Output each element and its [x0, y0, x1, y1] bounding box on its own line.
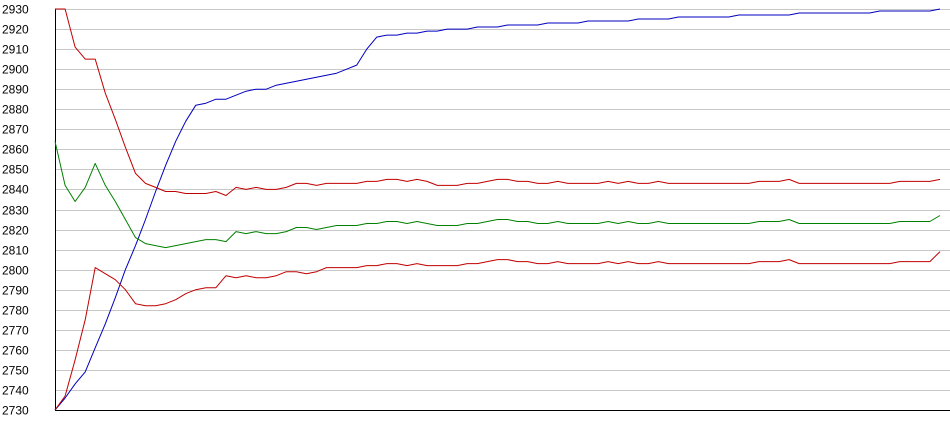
y-tick-label: 2830	[2, 204, 29, 218]
y-tick-label: 2820	[2, 224, 29, 238]
y-tick-label: 2810	[2, 244, 29, 258]
y-tick-label: 2800	[2, 264, 29, 278]
y-tick-label: 2920	[2, 23, 29, 37]
y-tick-label: 2860	[2, 143, 29, 157]
series-line-4	[54, 251, 941, 411]
series-line-3	[54, 141, 941, 249]
axes	[55, 9, 950, 411]
y-tick-label: 2760	[2, 344, 29, 358]
y-tick-label: 2890	[2, 83, 29, 97]
series-line-2	[55, 8, 941, 196]
y-tick-label: 2900	[2, 63, 29, 77]
y-tick-label: 2740	[2, 384, 29, 398]
y-tick-label: 2930	[2, 3, 29, 17]
y-tick-label: 2910	[2, 43, 29, 57]
y-tick-label: 2780	[2, 304, 29, 318]
series-lines	[54, 8, 941, 411]
y-tick-label: 2880	[2, 103, 29, 117]
y-tick-label: 2770	[2, 324, 29, 338]
y-tick-label: 2790	[2, 284, 29, 298]
y-tick-label: 2850	[2, 163, 29, 177]
series-line-1	[54, 8, 941, 411]
y-tick-label: 2840	[2, 183, 29, 197]
y-tick-label: 2750	[2, 364, 29, 378]
y-tick-label: 2730	[2, 404, 29, 418]
y-axis-tick-labels: 2730 2740 2750 2760 2770 2780 2790 2800 2810 2820…	[2, 3, 29, 418]
y-tick-label: 2870	[2, 123, 29, 137]
grid-lines	[55, 9, 950, 411]
